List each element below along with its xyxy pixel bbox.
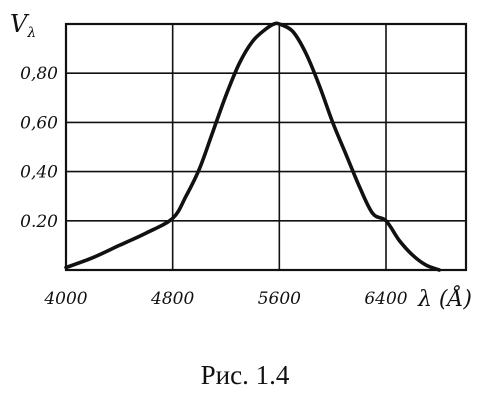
plot-frame: [64, 22, 468, 272]
figure-caption: Рис. 1.4: [201, 360, 290, 390]
x-tick-labels: 4000 4800 5600 6400: [43, 289, 407, 309]
y-tick-label: 0,40: [20, 163, 58, 183]
y-axis-label-main: V: [10, 10, 30, 38]
y-tick-labels: 0.20 0,40 0,60 0,80: [20, 64, 58, 232]
grid: [66, 24, 466, 270]
x-tick-label: 5600: [258, 289, 301, 309]
x-tick-label: 4800: [150, 289, 194, 309]
sensitivity-curve: [64, 21, 442, 272]
y-axis-label: Vλ: [10, 10, 36, 41]
x-tick-label: 4000: [43, 289, 87, 309]
y-axis-label-subscript: λ: [26, 25, 36, 41]
y-tick-label: 0,80: [20, 64, 58, 84]
y-tick-label: 0.20: [20, 212, 58, 232]
x-axis-label: λ (Å): [417, 284, 472, 312]
y-tick-label: 0,60: [20, 113, 58, 133]
x-tick-label: 6400: [364, 289, 407, 309]
